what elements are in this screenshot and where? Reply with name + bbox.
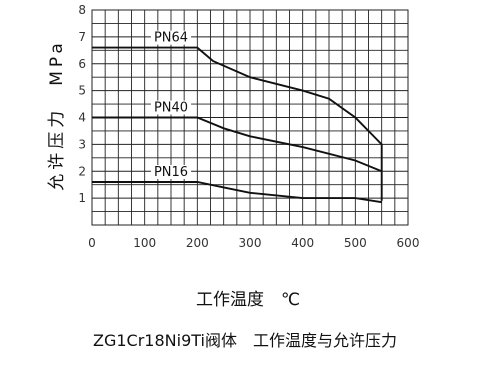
y-tick-label: 5 [78,84,86,98]
chart-caption: ZG1Cr18Ni9Ti阀体 工作温度与允许压力 [93,331,397,350]
series-label-pn64: PN64 [154,31,188,46]
x-tick-label: 600 [397,236,420,250]
y-tick-label: 8 [78,3,86,17]
series-line-pn40 [92,116,383,173]
x-tick-label: 100 [133,236,156,250]
y-tick-label: 7 [78,30,86,44]
x-tick-label: 500 [344,236,367,250]
y-tick-label: 1 [78,191,86,205]
series-label-background [150,165,192,179]
tick-layer: 0 100 200 300 400 500 600 1 2 3 4 5 6 7 8 [78,3,419,250]
y-tick-label: 2 [78,164,86,178]
series-label-background [150,30,192,45]
label-layer: PN64 PN40 PN16 [150,30,192,180]
series-line-pn16 [92,181,382,204]
x-axis-label: 工作温度 ℃ [196,290,300,310]
x-tick-label: 200 [186,236,209,250]
y-tick-label: 3 [78,137,86,151]
x-tick-label: 300 [239,236,262,250]
x-tick-label: 400 [291,236,314,250]
y-tick-label: 4 [78,111,86,125]
y-axis-label: 允许压力 MPa [47,39,67,191]
curve-layer [92,46,383,204]
series-label-background [150,100,192,115]
series-label-pn40: PN40 [154,101,188,116]
series-line-pn64 [92,46,383,201]
y-tick-label: 6 [78,57,86,71]
series-label-pn16: PN16 [154,165,188,180]
x-tick-label: 0 [88,236,96,250]
